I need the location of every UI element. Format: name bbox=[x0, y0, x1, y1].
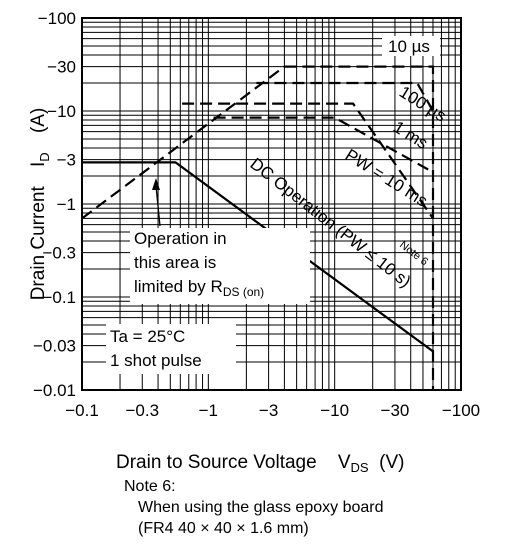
series-pw-10-ms bbox=[182, 102, 434, 220]
svg-text:1 shot pulse: 1 shot pulse bbox=[110, 351, 202, 370]
series-100-s bbox=[256, 81, 434, 112]
note-title: Note 6: bbox=[124, 478, 176, 495]
y-tick-label: −3 bbox=[57, 151, 76, 170]
y-tick-label: −100 bbox=[38, 9, 76, 28]
x-tick-label: −1 bbox=[199, 401, 218, 420]
y-axis-title: Drain Current ID (A) bbox=[28, 108, 54, 301]
x-axis-title: Drain to Source Voltage VDS (V) bbox=[116, 452, 405, 475]
series-10-s bbox=[284, 65, 435, 390]
condition-annotation: Ta = 25°C 1 shot pulse bbox=[106, 324, 236, 374]
svg-text:Note 6: Note 6 bbox=[397, 239, 430, 268]
svg-text:this area is: this area is bbox=[134, 253, 216, 272]
series-r-ds-on-limit bbox=[81, 65, 286, 220]
x-tick-label: −100 bbox=[442, 401, 480, 420]
y-tick-label: −10 bbox=[47, 102, 76, 121]
note-line-2: (FR4 40 × 40 × 1.6 mm) bbox=[138, 520, 309, 537]
y-tick-label: −0.03 bbox=[33, 337, 76, 356]
safe-operating-area-chart: −0.1 −0.3 −1 −3 −10 −30 −100 −100−30−10−3−1−0.… bbox=[28, 9, 480, 420]
svg-text:10 µs: 10 µs bbox=[388, 37, 430, 56]
svg-text:Drain Current ID (: Drain Current ID (A) bbox=[28, 108, 54, 301]
label-10ms: PW = 10 ms bbox=[342, 145, 431, 210]
x-tick-label: −30 bbox=[381, 401, 410, 420]
x-tick-label: −0.3 bbox=[125, 401, 159, 420]
label-10us: 10 µs bbox=[382, 36, 440, 56]
svg-text:Ta = 25°C: Ta = 25°C bbox=[110, 327, 185, 346]
y-tick-label: −1 bbox=[57, 195, 76, 214]
y-tick-label: −0.1 bbox=[42, 288, 76, 307]
x-tick-labels: −0.1 −0.3 −1 −3 −10 −30 −100 bbox=[65, 401, 480, 420]
series-1-ms bbox=[213, 116, 434, 174]
x-tick-label: −3 bbox=[259, 401, 278, 420]
series-layer bbox=[81, 65, 435, 390]
operation-area-annotation: Operation in this area is limited by RDS… bbox=[130, 178, 310, 304]
x-tick-label: −10 bbox=[320, 401, 349, 420]
y-tick-label: −0.01 bbox=[33, 381, 76, 400]
svg-text:PW = 10 ms: PW = 10 ms bbox=[342, 145, 431, 210]
x-tick-label: −0.1 bbox=[65, 401, 99, 420]
grid-lines bbox=[82, 18, 461, 390]
note-line-1: When using the glass epoxy board bbox=[138, 499, 384, 516]
y-tick-label: −0.3 bbox=[42, 244, 76, 263]
svg-text:limited by RDS (on): limited by RDS (on) bbox=[134, 277, 264, 299]
plot-frame bbox=[81, 17, 462, 391]
series-dc-operation-pw-10-s bbox=[82, 161, 434, 353]
svg-text:Operation in: Operation in bbox=[134, 229, 227, 248]
label-note6: Note 6 bbox=[397, 239, 430, 268]
y-tick-label: −30 bbox=[47, 58, 76, 77]
note-block: Note 6: When using the glass epoxy board… bbox=[124, 476, 383, 539]
y-tick-labels: −100 −30 −10 −3 −1 −0.3 −0.1 −0.03 −0.01 bbox=[33, 9, 76, 400]
